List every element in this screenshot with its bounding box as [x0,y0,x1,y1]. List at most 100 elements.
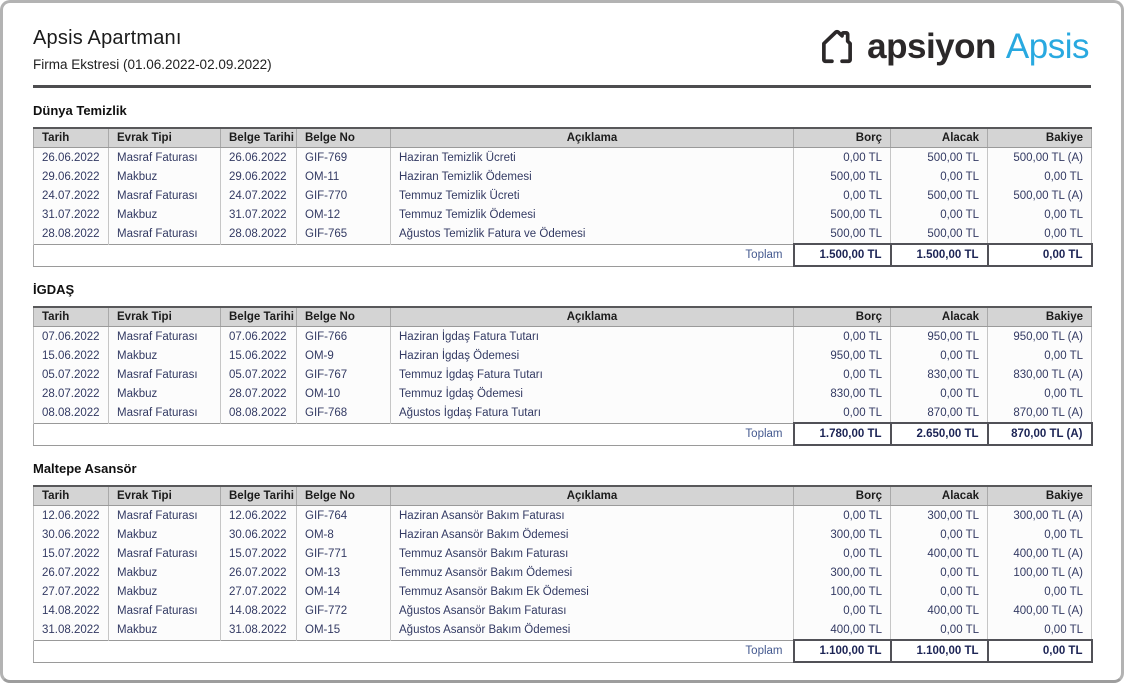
debit-cell: 0,00 TL [793,186,891,205]
doc-type-cell: Makbuz [108,620,221,640]
doc-date-cell: 08.08.2022 [220,403,297,423]
total-credit: 1.500,00 TL [889,243,989,267]
table-header-row: Tarih Evrak Tipi Belge Tarihi Belge No Açıkl… [33,127,1092,148]
description-cell: Haziran Asansör Bakım Ödemesi [390,525,794,544]
description-cell: Temmuz Asansör Bakım Ek Ödemesi [390,582,794,601]
debit-cell: 0,00 TL [793,544,891,563]
table-row: 15.07.2022 Masraf Faturası 15.07.2022 GIF-7… [33,544,1092,563]
doc-no-cell: GIF-770 [296,186,391,205]
credit-cell: 0,00 TL [890,205,988,224]
credit-cell: 400,00 TL [890,544,988,563]
firm-section: Dünya Temizlik Tarih Evrak Tipi Belge Tarih… [33,103,1093,267]
doc-type-cell: Masraf Faturası [108,147,221,167]
column-header-description: Açıklama [390,485,794,506]
table-row: 31.08.2022 Makbuz 31.08.2022 OM-15 Ağustos A… [33,620,1092,640]
debit-cell: 0,00 TL [793,403,891,423]
debit-cell: 400,00 TL [793,620,891,640]
doc-date-cell: 29.06.2022 [220,167,297,186]
date-cell: 31.07.2022 [33,205,109,224]
doc-no-cell: OM-8 [296,525,391,544]
debit-cell: 300,00 TL [793,525,891,544]
balance-cell: 500,00 TL (A) [987,186,1092,205]
debit-cell: 950,00 TL [793,346,891,365]
doc-date-cell: 05.07.2022 [220,365,297,384]
total-balance: 870,00 TL (A) [986,422,1093,446]
doc-type-cell: Masraf Faturası [108,403,221,423]
statement-table: Tarih Evrak Tipi Belge Tarihi Belge No Açıkl… [33,306,1093,446]
debit-cell: 500,00 TL [793,167,891,186]
doc-type-cell: Makbuz [108,167,221,186]
sections-container: Dünya Temizlik Tarih Evrak Tipi Belge Tarih… [33,103,1093,663]
doc-date-cell: 15.07.2022 [220,544,297,563]
doc-no-cell: GIF-772 [296,601,391,620]
balance-cell: 0,00 TL [987,205,1092,224]
doc-no-cell: OM-9 [296,346,391,365]
totals-row: Toplam 1.100,00 TL 1.100,00 TL 0,00 TL [33,639,1093,663]
total-debit: 1.780,00 TL [792,422,892,446]
column-header-doc-date: Belge Tarihi [220,127,297,148]
table-header-row: Tarih Evrak Tipi Belge Tarihi Belge No Açıkl… [33,306,1092,327]
section-title: İGDAŞ [33,282,75,297]
report-header: Apsis Apartmanı Firma Ekstresi (01.06.20… [33,27,1091,72]
column-header-debit: Borç [793,485,891,506]
description-cell: Temmuz Temizlik Ücreti [390,186,794,205]
totals-row: Toplam 1.780,00 TL 2.650,00 TL 870,00 TL (A… [33,422,1093,446]
date-cell: 26.06.2022 [33,147,109,167]
page-subtitle: Firma Ekstresi (01.06.2022-02.09.2022) [33,57,272,72]
debit-cell: 300,00 TL [793,563,891,582]
doc-no-cell: OM-13 [296,563,391,582]
balance-cell: 0,00 TL [987,620,1092,640]
table-body: 07.06.2022 Masraf Faturası 07.06.2022 GIF-7… [33,326,1093,446]
description-cell: Ağustos İgdaş Fatura Tutarı [390,403,794,423]
doc-type-cell: Makbuz [108,582,221,601]
column-header-credit: Alacak [890,485,988,506]
doc-date-cell: 27.07.2022 [220,582,297,601]
credit-cell: 0,00 TL [890,582,988,601]
doc-date-cell: 31.07.2022 [220,205,297,224]
table-head: Tarih Evrak Tipi Belge Tarihi Belge No Açıkl… [33,127,1092,148]
column-header-balance: Bakiye [987,485,1092,506]
balance-cell: 300,00 TL (A) [987,505,1092,525]
doc-date-cell: 26.07.2022 [220,563,297,582]
description-cell: Ağustos Asansör Bakım Faturası [390,601,794,620]
date-cell: 24.07.2022 [33,186,109,205]
doc-date-cell: 24.07.2022 [220,186,297,205]
doc-date-cell: 28.07.2022 [220,384,297,403]
doc-type-cell: Makbuz [108,346,221,365]
table-row: 29.06.2022 Makbuz 29.06.2022 OM-11 Haziran T… [33,167,1092,186]
date-cell: 07.06.2022 [33,326,109,346]
doc-date-cell: 12.06.2022 [220,505,297,525]
doc-no-cell: GIF-768 [296,403,391,423]
credit-cell: 500,00 TL [890,224,988,244]
credit-cell: 500,00 TL [890,147,988,167]
brand-logo: apsiyon Apsis [816,25,1090,67]
description-cell: Haziran Asansör Bakım Faturası [390,505,794,525]
doc-date-cell: 26.06.2022 [220,147,297,167]
debit-cell: 0,00 TL [793,147,891,167]
brand-text-apsiyon: apsiyon [867,26,996,66]
table-body: 12.06.2022 Masraf Faturası 12.06.2022 GIF-7… [33,505,1093,663]
column-header-doc-no: Belge No [296,127,391,148]
doc-date-cell: 07.06.2022 [220,326,297,346]
table-row: 15.06.2022 Makbuz 15.06.2022 OM-9 Haziran İg… [33,346,1092,365]
balance-cell: 0,00 TL [987,582,1092,601]
balance-cell: 870,00 TL (A) [987,403,1092,423]
doc-no-cell: GIF-771 [296,544,391,563]
total-balance: 0,00 TL [986,243,1093,267]
column-header-balance: Bakiye [987,127,1092,148]
balance-cell: 0,00 TL [987,167,1092,186]
total-debit: 1.100,00 TL [792,639,892,663]
firm-section: Maltepe Asansör Tarih Evrak Tipi Belge Tari… [33,461,1093,663]
doc-no-cell: GIF-766 [296,326,391,346]
date-cell: 14.08.2022 [33,601,109,620]
column-header-credit: Alacak [890,127,988,148]
total-debit: 1.500,00 TL [792,243,892,267]
description-cell: Temmuz İgdaş Ödemesi [390,384,794,403]
balance-cell: 0,00 TL [987,525,1092,544]
doc-date-cell: 28.08.2022 [220,224,297,244]
column-header-description: Açıklama [390,127,794,148]
date-cell: 05.07.2022 [33,365,109,384]
statement-table: Tarih Evrak Tipi Belge Tarihi Belge No Açıkl… [33,485,1093,663]
report-page: Apsis Apartmanı Firma Ekstresi (01.06.20… [3,3,1121,663]
